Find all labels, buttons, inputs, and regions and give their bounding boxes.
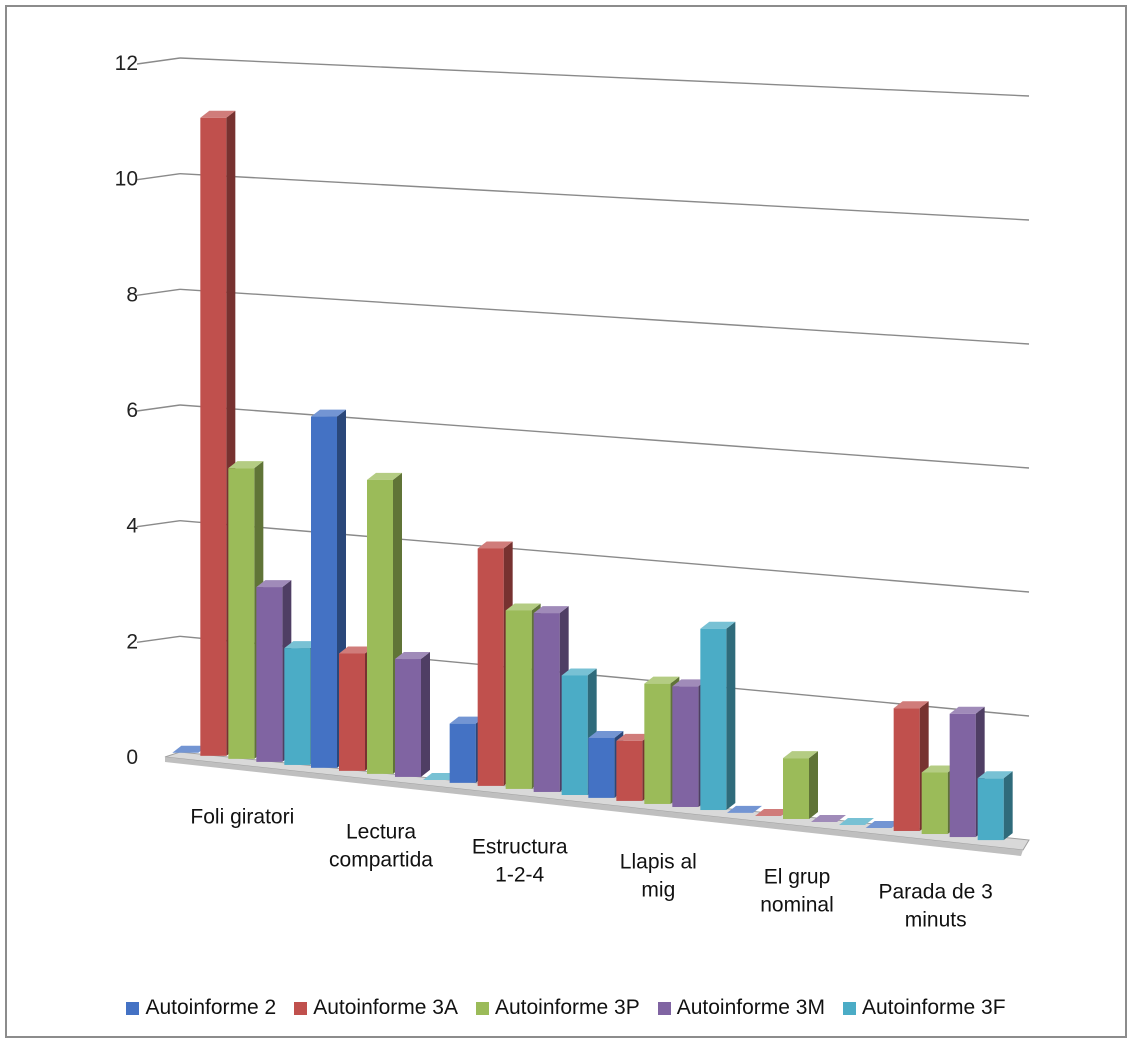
bar [865, 820, 901, 828]
x-tick-label: El grup nominal [760, 866, 834, 917]
bar [172, 745, 208, 753]
gridline [179, 57, 1030, 97]
gridline-side [136, 404, 181, 412]
bar [423, 772, 458, 780]
legend-item: Autoinforme 3P [475, 996, 640, 1020]
gridline [179, 519, 1030, 593]
legend-swatch [294, 1001, 308, 1015]
legend-item: Autoinforme 3A [294, 996, 458, 1020]
legend-label: Autoinforme 3P [494, 996, 640, 1019]
legend-swatch [475, 1001, 489, 1015]
bar [727, 805, 762, 813]
gridline [179, 288, 1030, 345]
bars [172, 110, 1013, 841]
bar [783, 751, 818, 819]
legend-label: Autoinforme 2 [145, 996, 277, 1019]
y-tick-label: 2 [126, 630, 138, 653]
legend-item: Autoinforme 3F [842, 996, 1006, 1020]
x-tick-label: Llapis al mig [620, 850, 697, 901]
gridline-side [136, 519, 181, 528]
legend-item: Autoinforme 2 [126, 996, 276, 1020]
bar [477, 541, 513, 786]
bar [977, 771, 1013, 841]
chart-plot: 0 2 4 6 8 10 12 Foli giratori Lectura compartida E… [115, 52, 1030, 932]
bar [200, 110, 236, 756]
y-tick-label: 4 [126, 515, 138, 538]
x-axis-labels: Foli giratori Lectura compartida Estructura… [190, 805, 992, 931]
bar [811, 815, 846, 823]
gridline-side [136, 172, 181, 181]
gridline-side [136, 288, 181, 297]
gridline-side [136, 57, 181, 65]
y-tick-label: 12 [115, 52, 138, 75]
gridline [179, 172, 1030, 221]
legend-item: Autoinforme 3M [657, 996, 825, 1020]
x-tick-label: Parada de 3 minuts [878, 881, 992, 932]
y-tick-label: 0 [126, 746, 138, 769]
bar [395, 652, 430, 777]
bar [755, 808, 790, 816]
chart-legend: Autoinforme 2 Autoinforme 3A Autoinforme 3… [0, 996, 1132, 1020]
bar [839, 818, 874, 826]
x-tick-label: Lectura compartida [329, 820, 433, 871]
x-tick-label: Foli giratori [190, 805, 294, 828]
legend-swatch [842, 1001, 856, 1015]
y-tick-label: 8 [126, 283, 138, 306]
bar [700, 621, 736, 811]
legend-label: Autoinforme 3M [676, 996, 825, 1019]
legend-swatch [657, 1001, 671, 1015]
legend-label: Autoinforme 3A [313, 996, 458, 1019]
legend-label: Autoinforme 3F [861, 996, 1006, 1019]
gridline-side [136, 635, 181, 644]
x-tick-label: Estructura 1-2-4 [472, 835, 568, 886]
gridline [179, 404, 1030, 469]
chart-floor-edge [165, 757, 1023, 856]
y-tick-label: 10 [115, 168, 138, 191]
legend-swatch [126, 1001, 140, 1015]
y-tick-label: 6 [126, 399, 138, 422]
